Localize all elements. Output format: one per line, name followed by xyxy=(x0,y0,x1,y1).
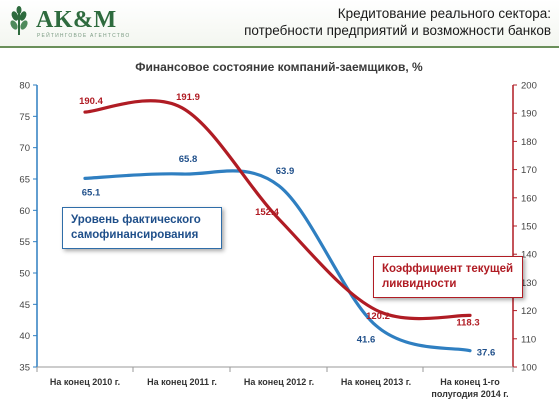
blue-annotation-line1: Уровень фактического xyxy=(71,214,201,226)
data-label-self-financing: 37.6 xyxy=(477,348,496,359)
left-axis-tick-label: 40 xyxy=(19,331,30,342)
data-label-current-ratio: 190.4 xyxy=(79,96,103,107)
right-axis-tick-label: 100 xyxy=(521,363,537,374)
right-axis-tick-label: 130 xyxy=(521,278,537,289)
slide-title-line1: Кредитование реального сектора: xyxy=(337,6,551,21)
data-label-current-ratio: 152.4 xyxy=(255,207,279,218)
series-line-current-ratio xyxy=(83,99,472,321)
x-axis-tick-label: На конец 2012 г. xyxy=(244,377,314,387)
right-axis-tick-label: 170 xyxy=(521,165,537,176)
data-label-self-financing: 65.8 xyxy=(179,154,198,165)
chart-axes: 35 40 45 50 55 60 65 70 75 80 100 110 120 130 140 150 16… xyxy=(19,81,536,400)
right-axis-tick-label: 150 xyxy=(521,222,537,233)
company-logo: AK&M РЕЙТИНГОВОЕ АГЕНТСТВО xyxy=(6,6,156,40)
data-label-current-ratio: 118.3 xyxy=(456,317,479,328)
chart-series xyxy=(83,99,472,353)
red-annotation-line2: ликвидности xyxy=(382,278,457,290)
data-label-current-ratio: 191.9 xyxy=(176,92,200,103)
left-axis-tick-label: 65 xyxy=(19,175,30,186)
chart-data-labels: 65.1 65.8 63.9 41.6 37.6 190.4 191.9 152.4 120.2… xyxy=(79,92,495,359)
right-axis-tick-label: 120 xyxy=(521,306,537,317)
data-label-current-ratio: 120.2 xyxy=(366,311,390,322)
slide-title: Кредитование реального сектора: потребно… xyxy=(244,5,551,39)
left-axis-tick-label: 75 xyxy=(19,112,30,123)
left-axis-tick-label: 60 xyxy=(19,206,30,217)
line-chart: Финансовое состояние компаний-заемщиков,… xyxy=(19,60,536,400)
data-label-self-financing: 65.1 xyxy=(82,187,101,198)
left-axis-tick-label: 80 xyxy=(19,81,30,92)
x-axis-tick-label: На конец 2013 г. xyxy=(341,377,411,387)
x-axis-tick-label: На конец 2011 г. xyxy=(147,377,217,387)
data-label-self-financing: 41.6 xyxy=(357,335,376,346)
left-axis-tick-label: 45 xyxy=(19,300,30,311)
blue-series-annotation: Уровень фактического самофинансирования xyxy=(62,207,222,249)
right-axis-tick-label: 140 xyxy=(521,250,537,261)
right-axis-tick-label: 190 xyxy=(521,109,537,120)
logo-subtext: РЕЙТИНГОВОЕ АГЕНТСТВО xyxy=(37,33,131,39)
right-axis-tick-label: 160 xyxy=(521,193,537,204)
left-axis-tick-label: 35 xyxy=(19,363,30,374)
logo-text: AK&M xyxy=(36,7,117,33)
header-divider xyxy=(0,46,559,48)
slide-title-line2: потребности предприятий и возможности ба… xyxy=(244,23,551,38)
left-axis-tick-label: 70 xyxy=(19,143,30,154)
red-annotation-line1: Коэффициент текущей xyxy=(382,263,514,275)
chart-title: Финансовое состояние компаний-заемщиков,… xyxy=(135,60,423,74)
x-axis-tick-label: На конец 2010 г. xyxy=(50,377,120,387)
data-label-self-financing: 63.9 xyxy=(276,166,295,177)
slide-header: AK&M РЕЙТИНГОВОЕ АГЕНТСТВО Кредитование … xyxy=(0,0,559,46)
right-axis-tick-label: 110 xyxy=(521,334,536,345)
left-axis-tick-label: 55 xyxy=(19,237,30,248)
right-axis-tick-label: 200 xyxy=(521,81,537,92)
blue-annotation-line2: самофинансирования xyxy=(71,229,199,241)
logo-wheat-icon xyxy=(10,6,28,35)
x-axis-tick-label: На конец 1-го полугодия 2014 г. xyxy=(431,377,508,399)
right-axis-tick-label: 180 xyxy=(521,137,537,148)
red-series-annotation: Коэффициент текущей ликвидности xyxy=(373,256,523,298)
series-line-self-financing xyxy=(83,169,472,353)
left-axis-tick-label: 50 xyxy=(19,269,30,280)
